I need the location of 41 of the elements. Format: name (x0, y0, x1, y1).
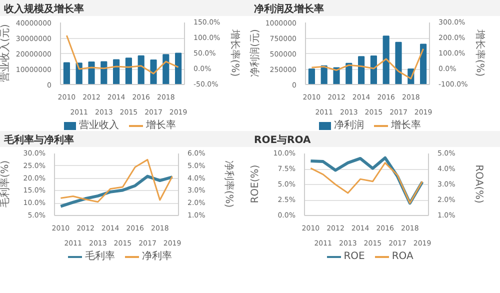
bar (395, 42, 402, 84)
y-axis-title: 营业收入(元) (0, 24, 12, 82)
y-axis-title: 净利润(元) (250, 29, 262, 77)
bar (333, 67, 340, 84)
bar (382, 36, 390, 84)
bar (308, 68, 315, 84)
bar (175, 52, 182, 84)
legend-label: 增长率 (391, 120, 421, 132)
line-series (60, 158, 174, 203)
bar (125, 58, 132, 84)
legend-label: 毛利率 (85, 251, 115, 262)
line-series (310, 162, 424, 204)
legend-label: 净利率 (142, 251, 172, 262)
legend-label: ROE (344, 251, 365, 262)
y2-axis-title: 增长率(%) (228, 29, 240, 77)
legend-label: 净利润 (334, 120, 364, 132)
legend-label: 增长率 (146, 120, 176, 132)
bar (162, 54, 170, 84)
y-axis-title: ROE(%) (250, 164, 262, 204)
bar (88, 62, 95, 84)
chart-title: 净利润及增长率 (253, 3, 324, 17)
bar (138, 55, 144, 84)
bar (420, 44, 427, 84)
y2-axis-title: 增长率(%) (473, 29, 485, 77)
bar (150, 60, 157, 84)
legend-label: 营业收入 (79, 120, 119, 132)
chart-title: 收入规模及增长率 (3, 3, 84, 17)
line-series (59, 174, 174, 208)
chart-title: 毛利率与净利率 (3, 134, 74, 148)
bar (358, 56, 365, 84)
chart-title: ROE与ROA (253, 134, 311, 148)
bar (113, 59, 120, 84)
line-series (310, 48, 424, 80)
bar (100, 61, 108, 84)
y2-axis-title: ROA(%) (472, 164, 484, 204)
line-series (66, 34, 180, 74)
bar (63, 62, 70, 84)
legend-label: ROA (392, 251, 414, 262)
bar (370, 55, 377, 84)
bar (346, 62, 352, 84)
y2-axis-title: 净利率(%) (222, 160, 234, 208)
